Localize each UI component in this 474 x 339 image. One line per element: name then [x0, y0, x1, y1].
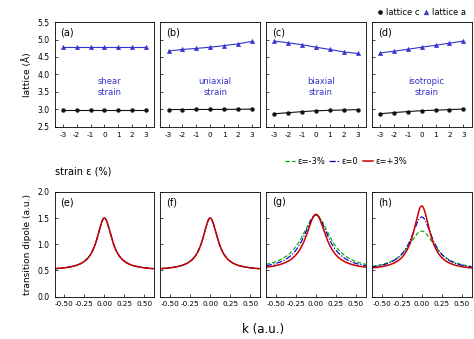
Text: (g): (g): [272, 197, 286, 207]
Text: k (a.u.): k (a.u.): [242, 323, 284, 336]
Text: isotropic
strain: isotropic strain: [409, 77, 445, 97]
Text: (c): (c): [272, 27, 285, 37]
Text: (f): (f): [166, 197, 177, 207]
Y-axis label: transition dipole (a.u.): transition dipole (a.u.): [23, 194, 32, 295]
Y-axis label: lattice (Å): lattice (Å): [22, 52, 32, 97]
Text: (h): (h): [378, 197, 392, 207]
Text: strain ε (%): strain ε (%): [55, 166, 111, 176]
Text: biaxial
strain: biaxial strain: [307, 77, 335, 97]
Text: uniaxial
strain: uniaxial strain: [199, 77, 232, 97]
Text: (e): (e): [61, 197, 74, 207]
Text: (d): (d): [378, 27, 392, 37]
Text: (b): (b): [166, 27, 180, 37]
Text: shear
strain: shear strain: [97, 77, 121, 97]
Legend: lattice c, lattice a: lattice c, lattice a: [373, 5, 469, 21]
Legend: ε=-3%, ε=0, ε=+3%: ε=-3%, ε=0, ε=+3%: [282, 154, 410, 170]
Text: (a): (a): [61, 27, 74, 37]
